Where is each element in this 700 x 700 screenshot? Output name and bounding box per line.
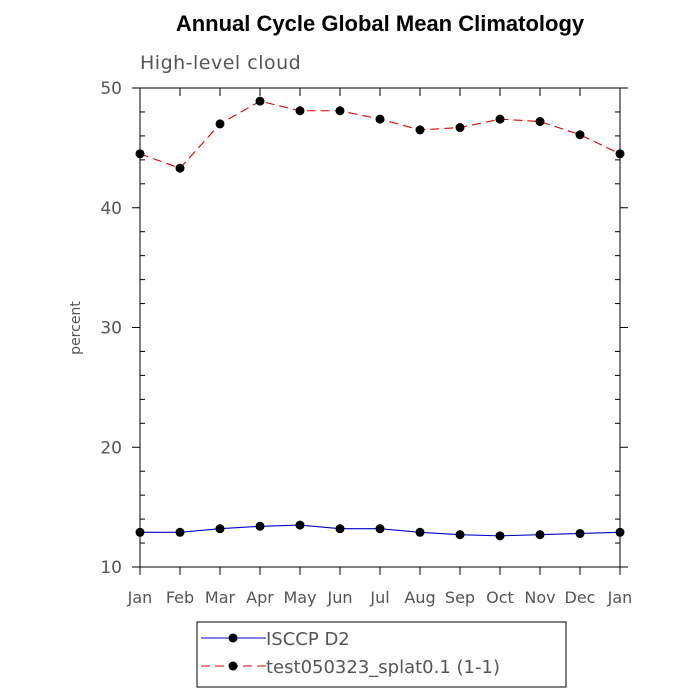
data-point [495,531,505,541]
x-tick-label: Oct [486,588,514,607]
data-point [575,130,585,140]
data-point [215,119,225,129]
data-point [535,117,545,127]
x-tick-label: May [283,588,316,607]
data-point [415,527,425,537]
x-tick-label: Dec [565,588,596,607]
y-tick-label: 50 [100,79,122,99]
data-point [415,125,425,135]
data-point [455,123,465,133]
x-tick-label: Jul [369,588,389,607]
data-point [135,149,145,159]
legend-label-test: test050323_splat0.1 (1-1) [266,657,500,678]
x-tick-label: Mar [205,588,236,607]
series-layer [135,96,625,541]
x-tick-label: Nov [524,588,555,607]
data-point [455,530,465,540]
axis-ticks [132,87,628,575]
legend-box [196,621,567,688]
data-point [295,520,305,530]
data-point [535,530,545,540]
x-tick-label: Sep [445,588,475,607]
x-tick-label: Aug [404,588,435,607]
y-tick-labels: 10 20 30 40 50 [100,79,122,578]
data-point [375,114,385,124]
x-tick-label: Apr [246,588,274,607]
legend-marker-isccp [228,633,238,643]
data-point [215,524,225,534]
x-tick-label: Feb [166,588,194,607]
series-line-1 [139,100,621,169]
legend: ISCCP D2 test050323_splat0.1 (1-1) [196,621,567,688]
data-point [495,114,505,124]
data-point [135,527,145,537]
legend-label-isccp: ISCCP D2 [266,629,350,650]
y-tick-label: 30 [100,319,122,339]
data-point [335,524,345,534]
data-point [255,521,265,531]
chart-subtitle: High-level cloud [140,52,301,74]
chart-title: Annual Cycle Global Mean Climatology [176,11,585,36]
x-tick-label: Jun [327,588,353,607]
data-point [615,149,625,159]
data-point [175,163,185,173]
data-point [615,527,625,537]
x-tick-labels: Jan Feb Mar Apr May Jun Jul Aug Sep Oct Nov Dec Jan [127,588,633,607]
x-tick-label: Jan [127,588,153,607]
data-point [175,527,185,537]
legend-marker-test [228,661,238,671]
y-tick-label: 40 [100,199,122,219]
y-axis-label: percent [68,301,84,355]
y-tick-label: 20 [100,438,122,458]
x-tick-label: Jan [607,588,633,607]
y-tick-label: 10 [100,558,122,578]
plot-frame [139,87,621,568]
data-point [575,528,585,538]
data-point [295,106,305,116]
data-point [335,106,345,116]
data-point [375,524,385,534]
data-point [255,96,265,106]
